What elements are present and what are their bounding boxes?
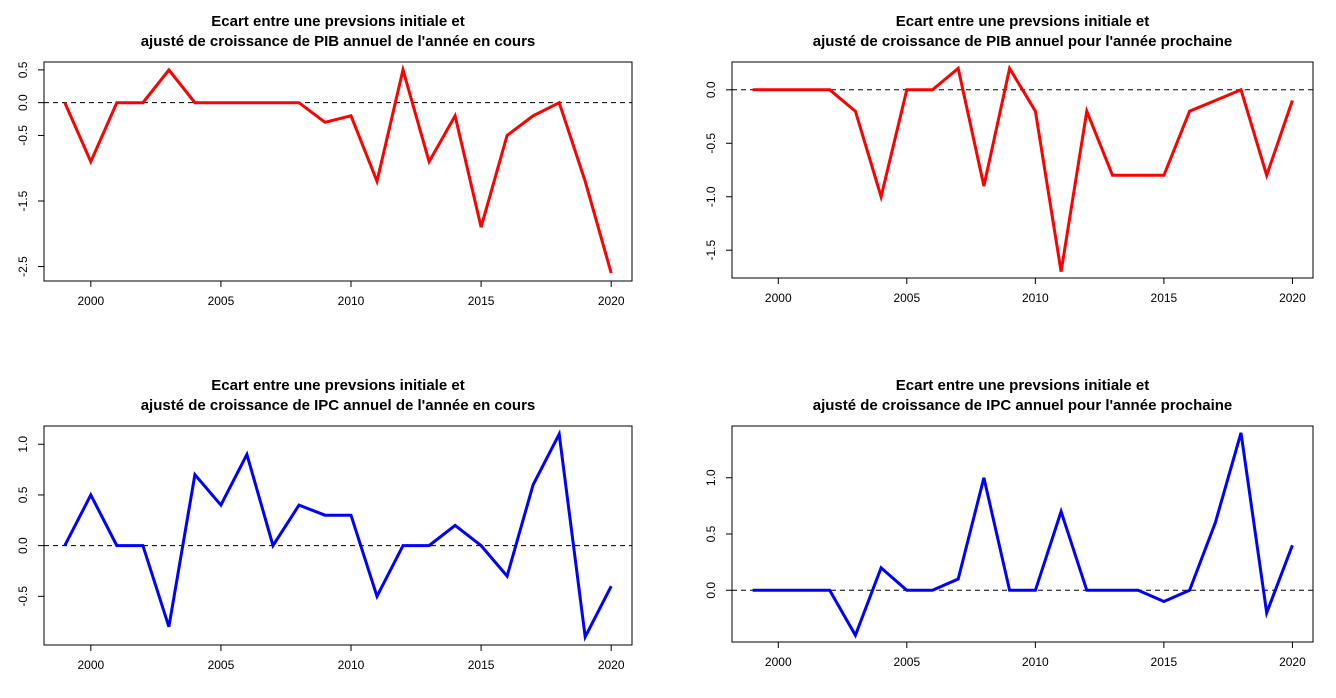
y-tick-label: 0.0 [704,81,718,98]
x-tick-label: 2000 [765,291,792,305]
chart-title-line: Ecart entre une prevsions initiale et [896,377,1149,394]
chart-title-line: ajusté de croissance de PIB annuel de l'… [141,33,536,50]
chart-title-line: ajusté de croissance de IPC annuel pour … [813,397,1233,414]
y-tick-label: 0.5 [704,525,718,542]
x-tick-label: 2015 [1151,655,1178,669]
y-tick-label: 0.0 [16,94,30,111]
x-tick-label: 2015 [1151,291,1178,305]
y-tick-label: -1.0 [704,186,718,207]
series-line [752,64,1294,272]
x-tick-label: 2010 [338,294,365,308]
x-tick-label: 2015 [468,294,495,308]
chart-panel-3: Ecart entre une prevsions initiale et aju… [16,377,633,672]
y-tick-label: 0.5 [16,486,30,503]
x-tick-label: 2000 [77,294,104,308]
y-tick-label: 1.0 [16,436,30,453]
x-tick-label: 2020 [598,294,625,308]
x-tick-label: 2020 [598,658,625,672]
chart-title-line: Ecart entre une prevsions initiale et [896,13,1149,30]
series-line [63,63,613,274]
y-tick-label: -1.5 [704,240,718,261]
y-tick-label: 0.0 [704,582,718,599]
y-tick-label: 0.0 [16,537,30,554]
x-tick-label: 2005 [208,658,235,672]
x-tick-label: 2005 [893,291,920,305]
y-tick-label: 0.5 [16,61,30,78]
x-tick-label: 2010 [338,658,365,672]
y-tick-label: -0.5 [704,133,718,154]
series-line [752,432,1294,639]
chart-title-line: Ecart entre une prevsions initiale et [211,13,464,30]
x-tick-label: 2020 [1279,655,1306,669]
y-tick-label: -0.5 [16,586,30,607]
x-tick-label: 2005 [893,655,920,669]
plot-frame [43,425,633,646]
y-tick-label: -2.5 [16,256,30,277]
plot-frame [43,61,633,282]
y-tick-label: -0.5 [16,125,30,146]
chart-title-line: ajusté de croissance de IPC annuel de l'… [141,397,536,414]
chart-panel-2: Ecart entre une prevsions initiale et aju… [704,13,1314,305]
chart-panel-4: Ecart entre une prevsions initiale et aju… [704,377,1314,669]
chart-title-line: Ecart entre une prevsions initiale et [211,377,464,394]
chart-title-line: ajusté de croissance de PIB annuel pour … [813,33,1233,50]
x-tick-label: 2015 [468,658,495,672]
y-tick-label: -1.5 [16,190,30,211]
plot-frame [731,61,1314,279]
y-tick-label: 1.0 [704,469,718,486]
x-tick-label: 2005 [208,294,235,308]
x-tick-label: 2010 [1022,291,1049,305]
x-tick-label: 2020 [1279,291,1306,305]
series-line [63,429,613,642]
plot-frame [731,425,1314,643]
x-tick-label: 2000 [77,658,104,672]
x-tick-label: 2010 [1022,655,1049,669]
chart-panel-1: Ecart entre une prevsions initiale et aju… [16,13,633,308]
x-tick-label: 2000 [765,655,792,669]
